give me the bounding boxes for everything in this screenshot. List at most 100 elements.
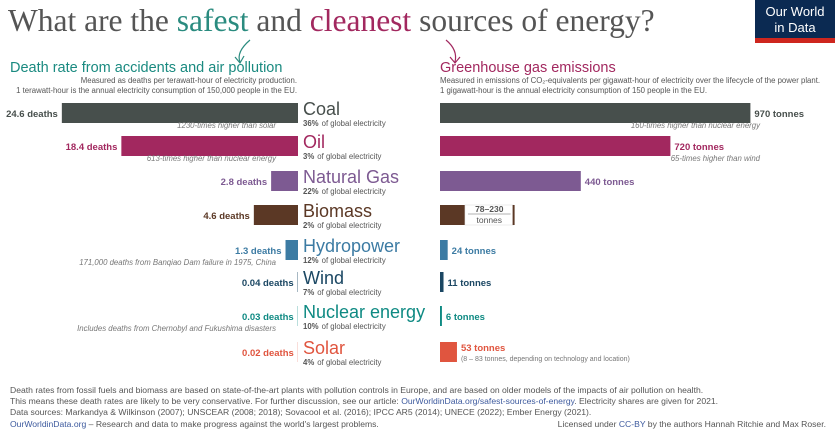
footer-text: – Research and data to make progress aga… bbox=[86, 419, 379, 429]
bar bbox=[285, 240, 298, 260]
bar bbox=[61, 103, 299, 123]
value-label: 18.4 deaths bbox=[66, 142, 118, 153]
main-title: What are the safest and cleanest sources… bbox=[8, 3, 655, 38]
annotation: 65-times higher than wind bbox=[671, 154, 761, 163]
footer-text: Licensed under bbox=[558, 419, 619, 429]
footer-text: This means these death rates are likely … bbox=[10, 396, 401, 406]
share-value: 10% bbox=[303, 322, 319, 331]
share-value: 7% bbox=[303, 288, 314, 297]
value-label: 440 tonnes bbox=[585, 177, 635, 188]
share-text: of global electricity bbox=[317, 288, 381, 297]
share-value: 4% bbox=[303, 358, 314, 367]
title-cleanest: cleanest bbox=[310, 3, 412, 38]
annotation: 160-times higher than nuclear energy bbox=[631, 121, 761, 130]
source-share: 22% of global electricity bbox=[303, 187, 386, 196]
footer-note: This means these death rates are likely … bbox=[10, 396, 718, 406]
left-subtitle: 1 terawatt-hour is the annual electricit… bbox=[16, 86, 297, 95]
annotation: Includes deaths from Chernobyl and Fukus… bbox=[77, 324, 276, 333]
owid-link[interactable]: OurWorldinData.org bbox=[10, 419, 86, 429]
source-share: 3% of global electricity bbox=[303, 152, 382, 161]
source-share: 4% of global electricity bbox=[303, 358, 382, 367]
source-name: Wind bbox=[303, 268, 344, 288]
share-text: of global electricity bbox=[317, 358, 381, 367]
value-label: 4.6 deaths bbox=[203, 211, 249, 222]
value-label: 970 tonnes bbox=[754, 109, 804, 120]
value-label: 2.8 deaths bbox=[221, 177, 267, 188]
article-link[interactable]: OurWorldinData.org/safest-sources-of-ene… bbox=[401, 396, 575, 406]
bar bbox=[440, 103, 751, 123]
share-text: of global electricity bbox=[322, 187, 386, 196]
annotation: (8 – 83 tonnes, depending on technology … bbox=[461, 356, 630, 363]
share-text: of global electricity bbox=[322, 322, 386, 331]
source-share: 36% of global electricity bbox=[303, 119, 386, 128]
arrow bbox=[445, 39, 457, 63]
logo-box bbox=[755, 0, 835, 38]
share-value: 12% bbox=[303, 256, 319, 265]
bar bbox=[440, 136, 671, 156]
value-label: 0.02 deaths bbox=[242, 348, 294, 359]
title-part: What are the bbox=[8, 3, 177, 38]
bar bbox=[271, 171, 298, 191]
title-safest: safest bbox=[177, 3, 249, 38]
annotation: 171,000 deaths from Banqiao Dam failure … bbox=[79, 258, 276, 267]
bar bbox=[440, 272, 444, 292]
source-share: 12% of global electricity bbox=[303, 256, 386, 265]
source-share: 10% of global electricity bbox=[303, 322, 386, 331]
annotation: 613-times higher than nuclear energy bbox=[147, 154, 277, 163]
source-name: Biomass bbox=[303, 201, 372, 221]
footer-text: by the authors Hannah Ritchie and Max Ro… bbox=[645, 419, 826, 429]
source-name: Coal bbox=[303, 99, 340, 119]
right-heading: Greenhouse gas emissions bbox=[440, 60, 616, 76]
source-name: Nuclear energy bbox=[303, 302, 425, 322]
bar bbox=[440, 171, 581, 191]
arrowhead bbox=[449, 56, 461, 64]
value-label: 0.04 deaths bbox=[242, 278, 294, 289]
bar bbox=[440, 205, 465, 225]
value-label: 6 tonnes bbox=[446, 312, 485, 323]
annotation: 1230-times higher than solar bbox=[177, 121, 276, 130]
value-label: 11 tonnes bbox=[448, 278, 492, 289]
bar bbox=[253, 205, 298, 225]
value-label: 1.3 deaths bbox=[235, 246, 281, 257]
source-name: Oil bbox=[303, 132, 325, 152]
share-text: of global electricity bbox=[322, 119, 386, 128]
value-label: 53 tonnes bbox=[461, 343, 505, 354]
share-value: 22% bbox=[303, 187, 319, 196]
bar bbox=[440, 240, 448, 260]
range-unit: tonnes bbox=[477, 215, 503, 225]
left-heading: Death rate from accidents and air pollut… bbox=[10, 60, 282, 76]
footer-sources: Data sources: Markandya & Wilkinson (200… bbox=[10, 407, 591, 417]
logo-stripe bbox=[755, 38, 835, 43]
footer-license: Licensed under CC-BY by the authors Hann… bbox=[558, 419, 826, 429]
logo-text: in Data bbox=[774, 20, 816, 35]
share-value: 36% bbox=[303, 119, 319, 128]
share-text: of global electricity bbox=[317, 221, 381, 230]
value-label: 24 tonnes bbox=[452, 246, 496, 257]
title-part: sources of energy? bbox=[411, 3, 654, 38]
license-link[interactable]: CC-BY bbox=[619, 419, 646, 429]
right-subtitle: 1 gigawatt-hour is the annual electricit… bbox=[440, 86, 707, 95]
footer-note: Death rates from fossil fuels and biomas… bbox=[10, 385, 703, 395]
arrowhead bbox=[234, 55, 245, 65]
share-text: of global electricity bbox=[317, 152, 381, 161]
footer-text: . Electricity shares are given for 2021. bbox=[574, 396, 718, 406]
share-text: of global electricity bbox=[322, 256, 386, 265]
right-subtitle: Measured in emissions of CO₂-equivalents… bbox=[440, 76, 820, 85]
value-label: 0.03 deaths bbox=[242, 312, 294, 323]
source-name: Hydropower bbox=[303, 236, 400, 256]
value-label: 24.6 deaths bbox=[6, 109, 58, 120]
title-part: and bbox=[249, 3, 310, 38]
share-value: 2% bbox=[303, 221, 314, 230]
value-label: 720 tonnes bbox=[674, 142, 724, 153]
arrow bbox=[238, 39, 251, 63]
source-share: 2% of global electricity bbox=[303, 221, 382, 230]
bar bbox=[440, 342, 457, 362]
source-share: 7% of global electricity bbox=[303, 288, 382, 297]
source-name: Natural Gas bbox=[303, 167, 399, 187]
logo-text: Our World bbox=[766, 4, 825, 19]
range-label: 78–230 bbox=[475, 204, 504, 214]
left-subtitle: Measured as deaths per terawatt-hour of … bbox=[81, 76, 297, 85]
